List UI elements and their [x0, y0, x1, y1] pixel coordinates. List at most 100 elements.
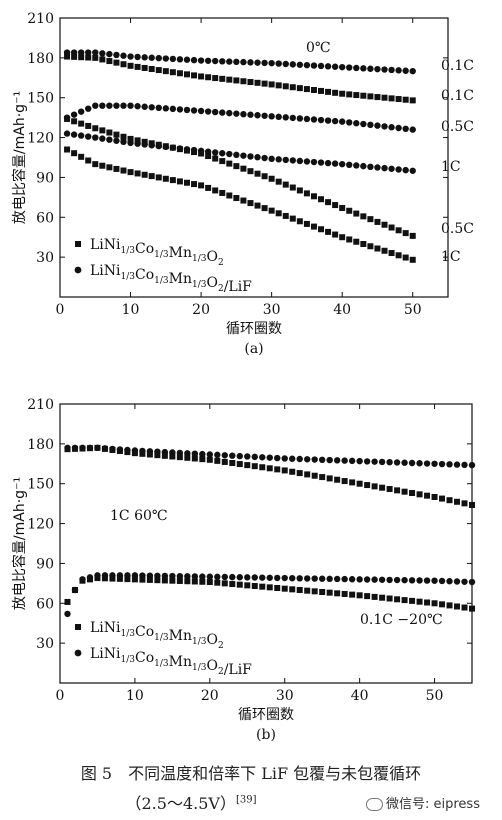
data-point	[120, 167, 127, 174]
x-tick-label: 10	[122, 302, 140, 318]
data-point	[78, 120, 85, 127]
data-point	[94, 444, 101, 451]
data-point	[64, 115, 71, 122]
data-point	[310, 62, 318, 69]
x-axis-label: 循环圈数	[238, 707, 294, 723]
series	[64, 115, 416, 239]
data-point	[131, 576, 138, 583]
data-point	[221, 458, 228, 465]
data-point	[346, 64, 353, 71]
x-tick-label: 10	[126, 688, 144, 704]
data-point	[348, 576, 356, 583]
data-point	[334, 590, 341, 597]
data-point	[303, 220, 310, 227]
data-point	[395, 67, 402, 74]
data-point	[386, 486, 393, 493]
data-point	[304, 587, 311, 594]
data-point	[341, 575, 348, 583]
data-point	[169, 453, 176, 460]
data-point	[364, 482, 371, 489]
data-point	[221, 580, 228, 587]
data-point	[303, 86, 310, 93]
data-point	[240, 110, 247, 118]
data-point	[360, 65, 367, 72]
data-point	[393, 459, 401, 466]
data-point	[240, 152, 247, 159]
data-point	[148, 54, 155, 61]
data-point	[109, 446, 116, 453]
data-point	[289, 84, 296, 91]
data-point	[266, 465, 273, 472]
data-point	[367, 65, 374, 72]
series	[64, 53, 416, 104]
data-point	[85, 122, 92, 129]
data-point	[346, 207, 353, 214]
data-point	[381, 94, 388, 101]
legend-marker	[74, 649, 82, 657]
data-point	[259, 574, 266, 581]
data-point	[275, 82, 282, 89]
data-point	[205, 153, 212, 160]
x-tick-label: 0	[56, 302, 65, 318]
data-point	[116, 575, 123, 582]
data-point	[367, 121, 374, 129]
data-point	[214, 457, 221, 464]
y-tick-label: 60	[36, 596, 54, 612]
data-point	[331, 160, 339, 167]
legend-entry: LiNi1/3Co1/3Mn1/3O2/LiF	[90, 263, 252, 295]
data-point	[289, 574, 296, 582]
data-point	[148, 140, 155, 147]
data-point	[296, 115, 304, 122]
data-point	[183, 147, 190, 154]
data-point	[127, 102, 134, 109]
data-point	[274, 466, 281, 473]
data-point	[381, 221, 388, 228]
data-point	[184, 454, 191, 461]
data-point	[120, 102, 127, 109]
data-point	[191, 450, 199, 457]
data-point	[259, 583, 266, 590]
data-point	[289, 215, 296, 222]
data-point	[274, 454, 281, 462]
data-point	[395, 96, 402, 103]
data-point	[409, 490, 416, 497]
data-point	[219, 58, 226, 65]
data-point	[226, 76, 233, 83]
data-point	[274, 585, 281, 592]
data-point	[120, 52, 127, 59]
data-point	[254, 170, 261, 177]
data-point	[176, 146, 183, 153]
data-point	[438, 460, 446, 468]
data-point	[106, 129, 113, 136]
data-point	[386, 458, 393, 466]
x-tick-label: 30	[263, 302, 281, 318]
x-axis-label: 循环圈数	[226, 321, 282, 337]
series	[64, 575, 475, 612]
data-point	[356, 480, 363, 487]
data-point	[85, 54, 92, 61]
series	[63, 102, 416, 133]
data-point	[120, 138, 127, 146]
data-point	[454, 498, 461, 505]
figure-caption-range: （2.5～4.5V）[39]	[0, 790, 442, 814]
data-point	[229, 573, 236, 581]
data-point	[356, 592, 363, 599]
data-point	[289, 61, 296, 68]
data-point	[134, 63, 141, 70]
data-point	[353, 162, 360, 169]
data-point	[326, 575, 333, 583]
data-point	[236, 461, 243, 468]
data-point	[162, 105, 170, 112]
data-point	[85, 105, 92, 112]
data-point	[197, 107, 205, 115]
data-point	[78, 54, 85, 61]
data-point	[244, 453, 251, 460]
data-point	[127, 62, 134, 69]
data-point	[212, 187, 219, 194]
data-point	[141, 103, 148, 110]
data-point	[251, 574, 258, 581]
data-point	[169, 144, 176, 151]
data-point	[254, 79, 261, 86]
legend-marker	[75, 624, 81, 630]
